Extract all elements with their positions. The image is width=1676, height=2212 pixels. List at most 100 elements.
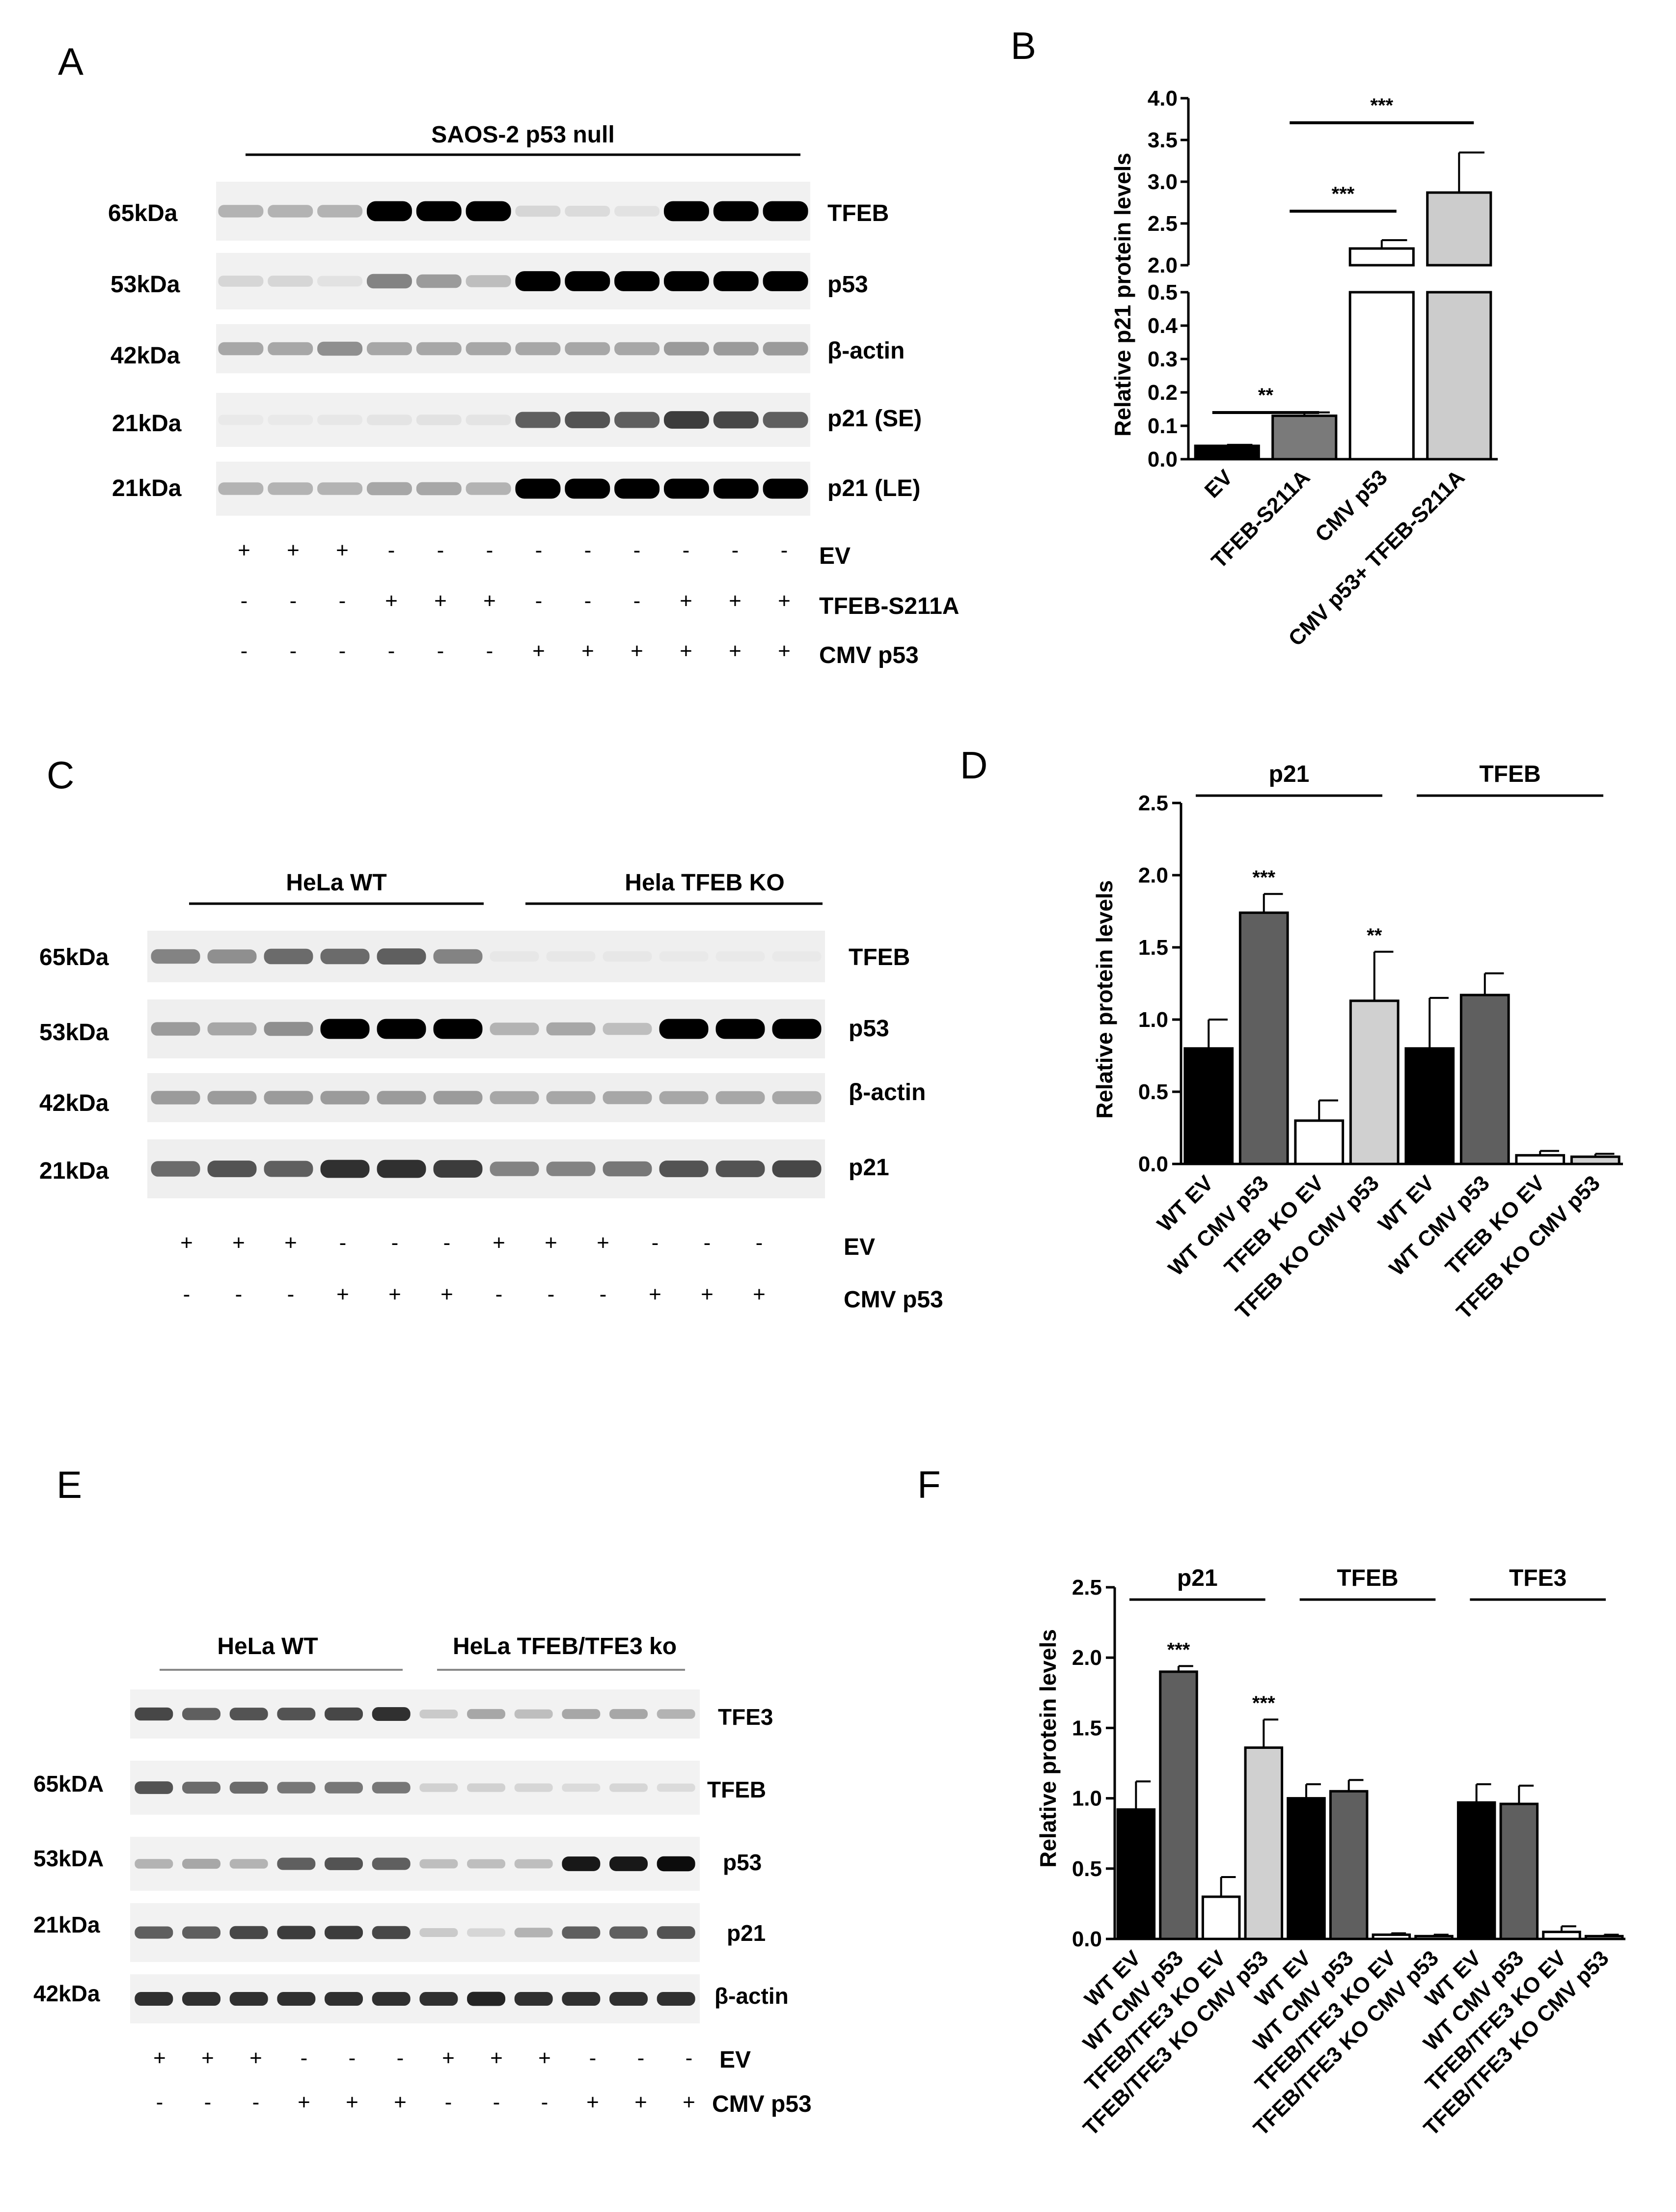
significance-label: *** (1252, 867, 1275, 888)
blot-band (268, 276, 313, 287)
blot-band (416, 274, 462, 288)
condition-label: CMV p53 (819, 642, 919, 668)
blot-band (366, 482, 412, 496)
condition-mark: + (778, 589, 791, 613)
group-label: HeLa WT (286, 870, 386, 896)
condition-mark: - (156, 2090, 164, 2114)
group-label: TFE3 (1509, 1565, 1566, 1591)
blot-band (151, 1161, 200, 1177)
blot-strip (216, 253, 810, 309)
bar (1348, 291, 1415, 461)
blot-band (218, 205, 264, 218)
condition-mark: - (290, 589, 297, 613)
y-tick-label: 1.5 (1138, 936, 1168, 960)
blot-band (229, 1781, 268, 1794)
blot-band (229, 1859, 268, 1869)
blot-band (466, 275, 511, 287)
y-tick-label: 0.2 (1148, 381, 1178, 405)
y-tick-label: 0.5 (1148, 280, 1178, 304)
blot-strip (130, 1689, 700, 1739)
condition-mark: + (545, 1231, 557, 1255)
condition-mark: - (339, 589, 346, 613)
y-tick-label: 1.0 (1138, 1008, 1168, 1032)
bar (1584, 1935, 1624, 1940)
blot-strip (130, 1903, 700, 1962)
blot-band (609, 1783, 648, 1792)
condition-mark: + (680, 639, 692, 663)
blot-band (609, 1926, 648, 1939)
blot-band (277, 1782, 316, 1794)
blot-band (372, 1857, 411, 1870)
blot-strips (147, 931, 825, 1198)
condition-mark: + (346, 2090, 358, 2114)
condition-mark: - (235, 1282, 243, 1306)
blot-strip (216, 182, 810, 241)
y-tick-label: 2.5 (1072, 1576, 1102, 1600)
blot-band (135, 1707, 173, 1721)
blot-band (514, 1709, 553, 1719)
blot-band (218, 415, 264, 425)
condition-mark: - (486, 639, 494, 663)
blot-band (565, 412, 610, 428)
blot-band (377, 948, 426, 965)
blot-band (562, 1991, 601, 2006)
blot-band (182, 1781, 220, 1794)
condition-mark: - (241, 639, 248, 663)
condition-mark: - (437, 639, 444, 663)
condition-mark: - (252, 2090, 260, 2114)
y-tick-label: 2.0 (1148, 253, 1178, 277)
kda-label: 21kDa (112, 411, 182, 437)
blot-band (609, 1991, 648, 2006)
blot-band (603, 951, 652, 962)
blot-row-label: p53 (827, 272, 868, 298)
blot-band (562, 1926, 601, 1939)
group-label: HeLa WT (217, 1633, 318, 1659)
y-tick-label: 3.0 (1148, 170, 1178, 194)
blot-band (264, 1161, 313, 1177)
blot-band (713, 201, 759, 221)
blot-band (490, 1161, 539, 1176)
y-tick-label: 1.5 (1072, 1716, 1102, 1740)
blot-band (467, 1859, 505, 1869)
blot-band (562, 1709, 601, 1719)
bar (1515, 1154, 1566, 1165)
blot-band (218, 276, 264, 287)
blot-band (467, 1709, 505, 1719)
blot-row-label: TFE3 (718, 1704, 773, 1730)
blot-strip (216, 393, 810, 447)
y-tick-label: 2.5 (1148, 212, 1178, 236)
condition-mark: - (548, 1282, 555, 1306)
blot-band (490, 1091, 539, 1105)
blot-band (151, 1091, 200, 1105)
blot-band (229, 1926, 268, 1939)
blot-row-label: β-actin (714, 1983, 789, 2009)
kda-label: 21kDa (39, 1158, 109, 1184)
blot-band (416, 201, 462, 221)
y-tick-label: 2.5 (1138, 791, 1168, 815)
panel-d: D Relative protein levels 0.0 0.5 1.0 1.5 2.… (960, 744, 1623, 1324)
blot-band (663, 411, 709, 429)
blot-band (715, 1091, 765, 1105)
blot-band (419, 1859, 458, 1869)
blot-band (317, 415, 363, 425)
panel-letter-c: C (47, 753, 74, 797)
blot-band (546, 1161, 596, 1176)
condition-mark: - (732, 538, 739, 562)
condition-label: EV (844, 1234, 875, 1260)
kda-label: 53kDA (33, 1846, 104, 1871)
blot-band (433, 1019, 483, 1039)
condition-mark: - (704, 1231, 711, 1255)
group-label: HeLa TFEB/TFE3 ko (453, 1633, 677, 1659)
blot-row-label: β-actin (827, 338, 905, 364)
blot-band (515, 271, 561, 291)
condition-mark: - (652, 1231, 659, 1255)
blot-band (659, 1091, 709, 1105)
y-tick-label: 0.0 (1148, 447, 1178, 471)
blot-band (546, 1091, 596, 1105)
panel-c: C HeLa WT Hela TFEB KO 65kDa 53kDa 42kDa… (39, 753, 943, 1313)
condition-mark: + (385, 589, 398, 613)
condition-mark: - (287, 1282, 295, 1306)
blot-band (207, 1022, 257, 1036)
blot-band (151, 949, 200, 964)
bar (1426, 291, 1492, 461)
